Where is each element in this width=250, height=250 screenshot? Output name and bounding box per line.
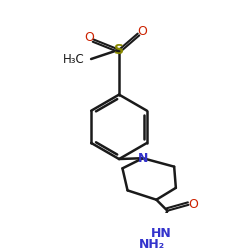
Text: HN: HN — [151, 227, 172, 240]
Text: NH₂: NH₂ — [139, 238, 165, 250]
Text: O: O — [84, 31, 94, 44]
Text: O: O — [137, 26, 147, 38]
Text: O: O — [189, 198, 198, 211]
Text: N: N — [138, 152, 148, 165]
Text: H₃C: H₃C — [62, 52, 84, 66]
Text: S: S — [114, 43, 124, 57]
